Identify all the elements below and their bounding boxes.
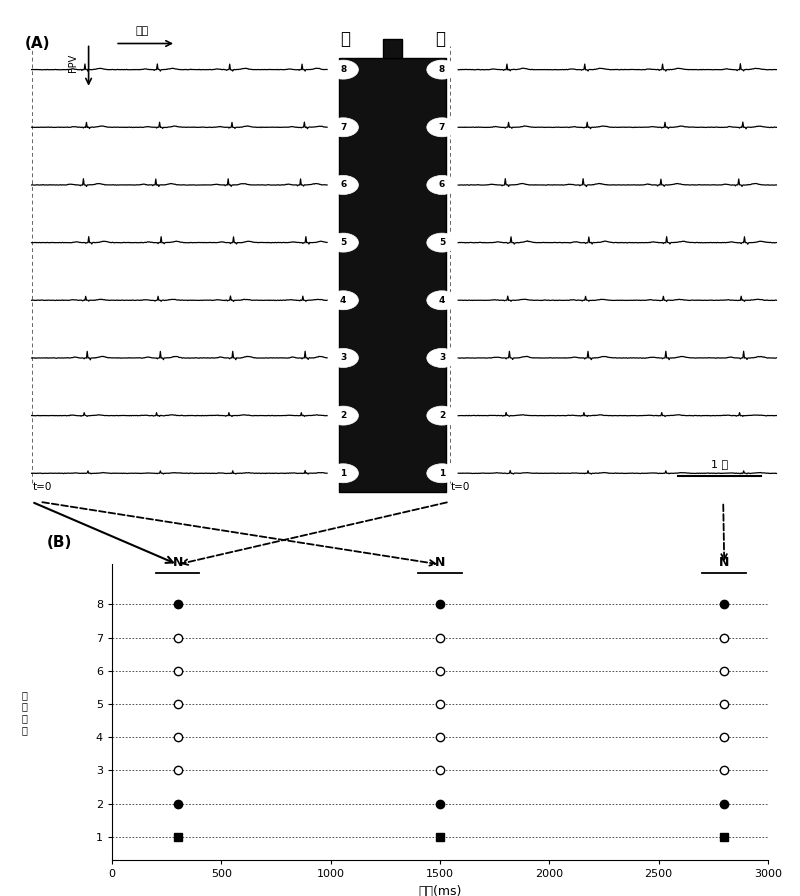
Text: (A): (A) [25,37,50,51]
Text: 4: 4 [439,296,445,305]
Text: 右: 右 [435,30,446,47]
Text: 3: 3 [340,353,346,363]
Text: 1 秒: 1 秒 [711,459,728,469]
Circle shape [427,406,458,425]
Text: N: N [435,556,445,570]
Text: t=0: t=0 [451,482,470,492]
Circle shape [328,117,358,137]
Circle shape [328,406,358,425]
Circle shape [328,60,358,79]
Text: 6: 6 [439,180,445,189]
Text: FPV: FPV [69,54,78,72]
Text: 2: 2 [340,411,346,420]
Text: 5: 5 [439,238,445,247]
Bar [339,57,446,492]
Circle shape [427,233,458,252]
Circle shape [427,176,458,194]
Text: 4: 4 [340,296,346,305]
Text: N: N [719,556,730,570]
Circle shape [427,464,458,483]
Text: 5: 5 [340,238,346,247]
Circle shape [328,464,358,483]
Text: 8: 8 [439,65,445,74]
Text: 8: 8 [340,65,346,74]
Circle shape [328,233,358,252]
Circle shape [427,60,458,79]
Circle shape [427,349,458,367]
Circle shape [427,291,458,310]
Text: 时间: 时间 [135,26,149,37]
Text: 电
极
编
号: 电 极 编 号 [21,690,27,735]
Text: 3: 3 [439,353,445,363]
Circle shape [328,176,358,194]
Text: 1: 1 [439,469,445,478]
Circle shape [328,291,358,310]
Bar [383,39,402,57]
Text: 7: 7 [439,123,445,132]
Text: t=0: t=0 [33,482,53,492]
Text: 左: 左 [340,30,350,47]
Text: (B): (B) [46,535,72,549]
Text: 2: 2 [439,411,445,420]
Text: 1: 1 [340,469,346,478]
Circle shape [328,349,358,367]
Circle shape [427,117,458,137]
Text: 7: 7 [340,123,346,132]
Text: N: N [173,556,182,570]
X-axis label: 时间(ms): 时间(ms) [418,884,462,896]
Text: 6: 6 [340,180,346,189]
